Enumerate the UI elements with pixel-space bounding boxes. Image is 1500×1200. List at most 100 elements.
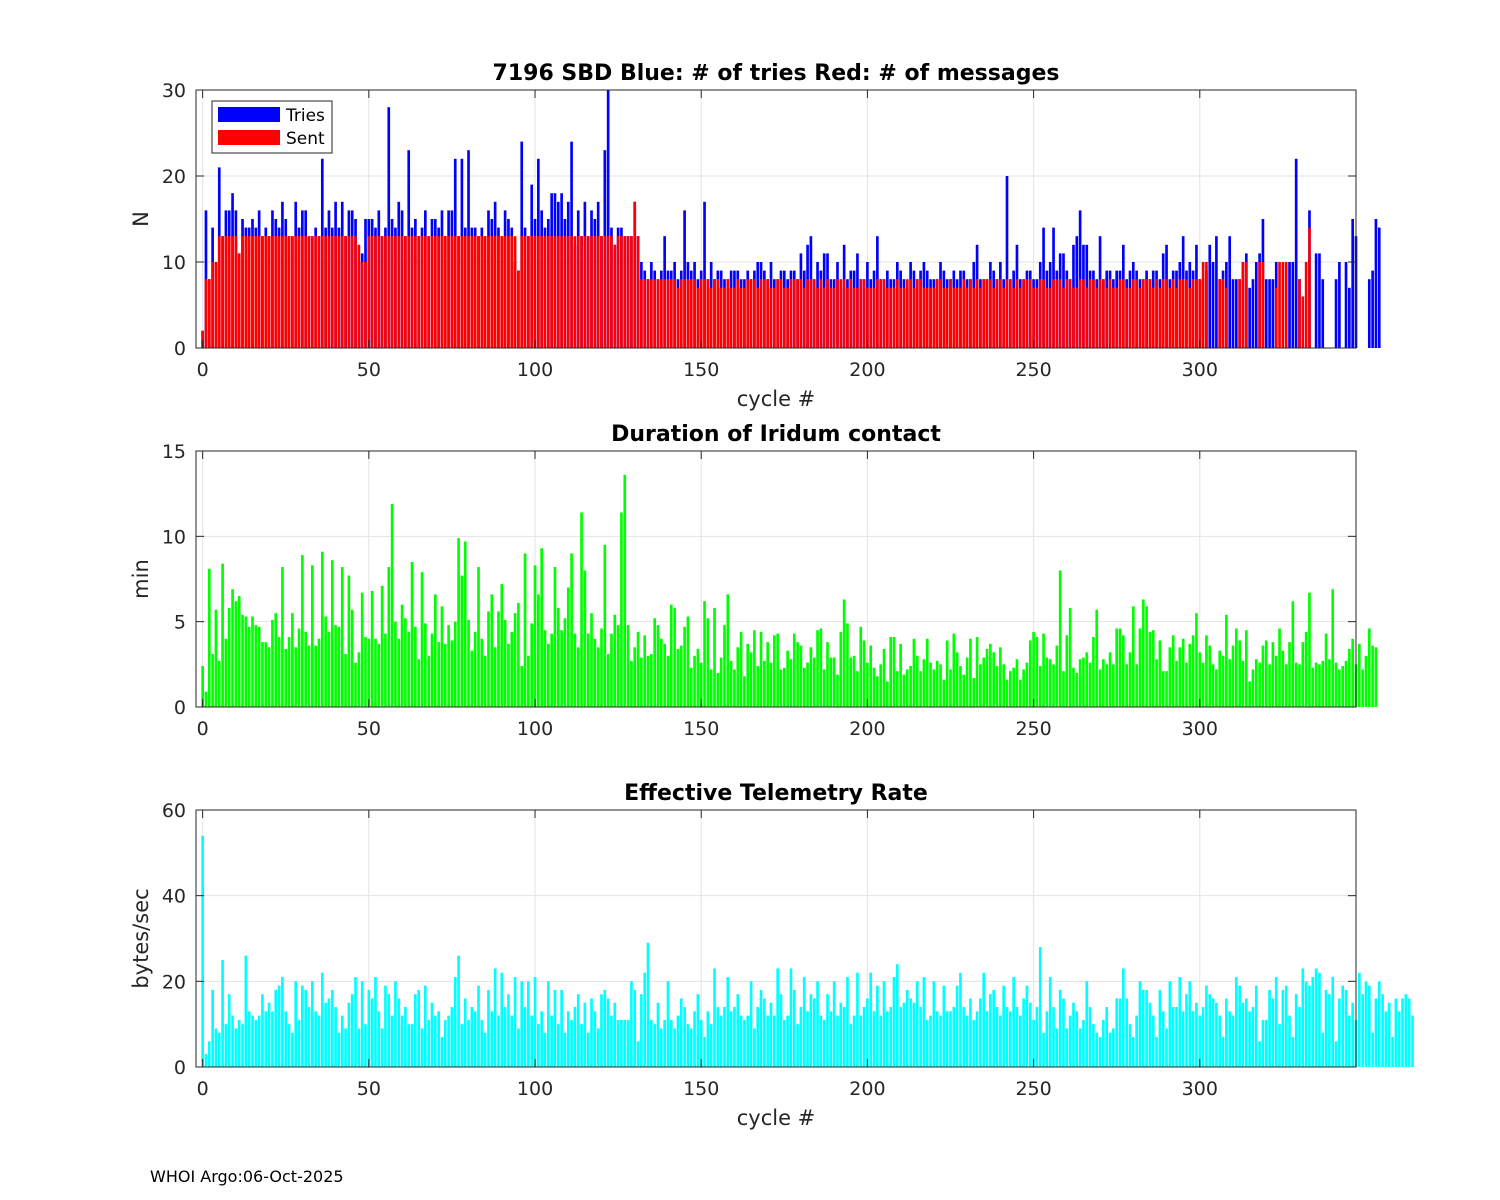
bar-tries (1291, 262, 1295, 348)
bar-tries (1288, 262, 1291, 348)
bar-sent (334, 236, 337, 348)
bar-duration (1161, 671, 1165, 707)
bar-rate (889, 1007, 892, 1067)
bar-sent (540, 236, 544, 348)
bar-duration (1105, 664, 1109, 707)
bar-sent (1128, 287, 1132, 348)
bar-duration (443, 643, 447, 707)
bar-sent (939, 279, 942, 348)
bar-duration (563, 618, 567, 707)
bar-rate (284, 1011, 288, 1067)
bar-rate (949, 1011, 952, 1067)
bar-duration (477, 567, 480, 707)
bar-rate (769, 1002, 773, 1067)
bar-sent (709, 287, 713, 348)
bar-rate (972, 1019, 976, 1067)
bar-duration (470, 650, 474, 707)
bar-rate (1161, 1011, 1165, 1067)
bar-rate (1151, 1015, 1155, 1067)
bar-rate (1141, 989, 1145, 1067)
bar-duration (839, 631, 843, 707)
bar-sent (1028, 279, 1032, 348)
bar-duration (1092, 637, 1095, 707)
bar-sent (224, 236, 228, 348)
bar-sent (307, 236, 311, 348)
bar-rate (237, 1019, 241, 1067)
bar-rate (839, 1002, 843, 1067)
bar-rate (570, 1019, 573, 1067)
bar-sent (530, 236, 534, 348)
bar-rate (1278, 1024, 1281, 1067)
bar-sent (909, 279, 912, 348)
bar-duration (1141, 599, 1145, 707)
bar-rate (1025, 985, 1029, 1067)
y-axis-label: min (129, 559, 153, 599)
bar-duration (919, 671, 922, 707)
bar-duration (965, 657, 969, 707)
bar-sent (221, 236, 224, 348)
bar-rate (610, 1015, 613, 1067)
bar-rate (1085, 981, 1089, 1067)
bar-duration (650, 654, 653, 707)
bar-duration (380, 585, 384, 707)
bar-rate (573, 1007, 577, 1067)
bar-rate (390, 1015, 394, 1067)
bar-sent (593, 236, 597, 348)
bar-sent (1115, 287, 1119, 348)
bar-duration (972, 677, 976, 707)
bar-tries (1367, 279, 1371, 348)
bar-duration (633, 647, 637, 707)
bar-rate (1258, 1041, 1261, 1067)
bar-sent (643, 279, 647, 348)
bar-sent (347, 236, 351, 348)
bar-rate (683, 1007, 686, 1067)
bar-duration (390, 503, 394, 707)
bar-duration (527, 655, 530, 707)
bar-duration (656, 625, 660, 707)
bar-rate (1294, 994, 1298, 1067)
bar-duration (467, 619, 470, 707)
bar-sent (274, 236, 278, 348)
bar-rate (420, 1028, 424, 1067)
bar-rate (1284, 985, 1288, 1067)
bar-duration (989, 643, 992, 707)
bar-tries (1251, 279, 1255, 348)
bar-rate (636, 1041, 640, 1067)
bar-rate (836, 1015, 839, 1067)
bar-duration (999, 647, 1002, 707)
bar-sent (520, 236, 524, 348)
bar-duration (1125, 664, 1128, 707)
bar-rate (1035, 1007, 1039, 1067)
chart-title: Duration of Iridum contact (611, 422, 941, 447)
bar-sent (1131, 279, 1135, 348)
bar-sent (483, 236, 487, 348)
bar-sent (763, 279, 766, 348)
bar-duration (696, 648, 700, 707)
bar-rate (1225, 998, 1228, 1067)
bar-sent (294, 236, 298, 348)
bar-duration (1005, 679, 1009, 707)
bar-rate (1338, 998, 1341, 1067)
bar-duration (1258, 662, 1261, 707)
bar-duration (1248, 681, 1251, 707)
bar-rate (1165, 1028, 1168, 1067)
bar-duration (397, 638, 401, 707)
bar-rate (337, 1032, 341, 1067)
bar-sent (586, 236, 590, 348)
bar-sent (1075, 287, 1079, 348)
bar-rate (1274, 977, 1278, 1067)
bar-duration (1112, 664, 1115, 707)
bar-tries (1005, 176, 1009, 348)
bar-sent (1258, 262, 1261, 348)
bar-sent (261, 236, 264, 348)
bar-duration (420, 572, 424, 707)
bar-sent (1112, 287, 1115, 348)
bar-rate (1038, 947, 1042, 1067)
y-tick-label: 5 (174, 612, 186, 634)
bar-rate (1308, 985, 1311, 1067)
bar-tries (1344, 262, 1348, 348)
bar-rate (1131, 1037, 1135, 1067)
bar-sent (782, 287, 786, 348)
x-tick-label: 0 (197, 1078, 209, 1100)
bar-rate (563, 1032, 567, 1067)
